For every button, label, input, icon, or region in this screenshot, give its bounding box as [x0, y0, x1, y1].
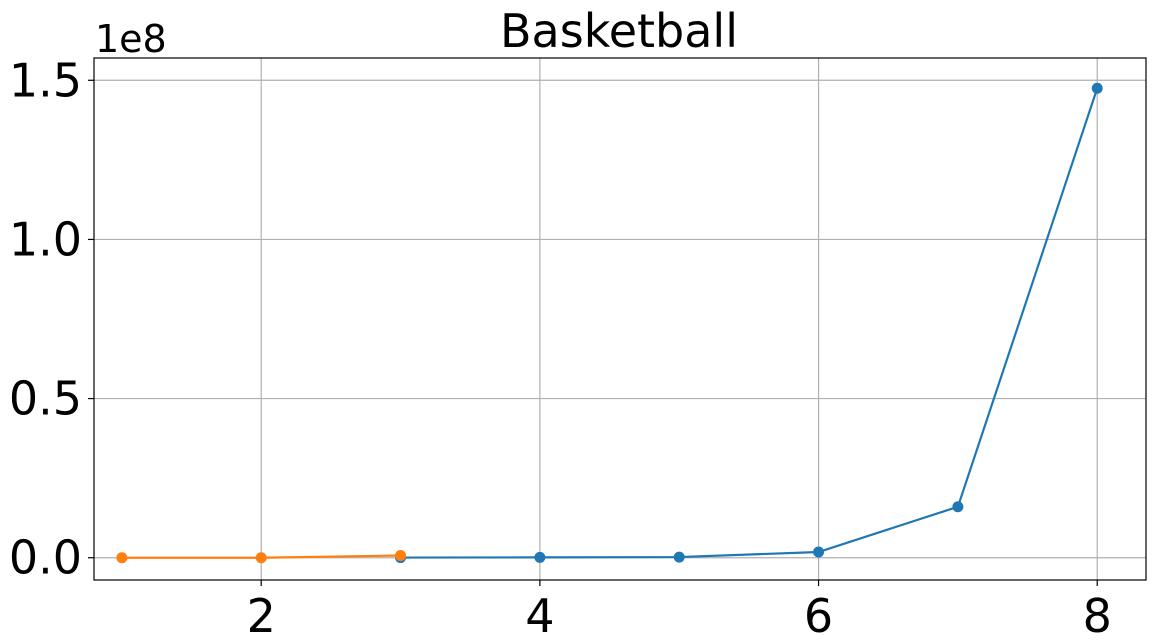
series-layer	[116, 82, 1103, 564]
x-tick-label: 2	[247, 589, 276, 640]
plot-frame	[93, 57, 1147, 581]
data-point-series-2	[116, 552, 128, 564]
series-line-1	[400, 87, 1099, 559]
x-tick-label: 6	[804, 589, 833, 640]
x-tick-label: 8	[1083, 589, 1112, 640]
grid	[94, 58, 1146, 580]
data-point-series-1	[673, 551, 685, 563]
y-tick-label: 0.5	[9, 372, 82, 426]
y-tick-label: 1.0	[9, 212, 82, 266]
data-point-series-2	[395, 549, 407, 561]
data-point-series-1	[952, 501, 964, 513]
data-point-series-1	[813, 546, 825, 558]
y-tick-label: 1.5	[9, 53, 82, 107]
y-tick-label: 0.0	[9, 531, 82, 585]
y-offset-label: 1e8	[95, 17, 167, 61]
tick-layer: 2 4 6 8 0.0 0.5 1.0 1.5	[9, 53, 1112, 640]
data-point-series-1	[534, 551, 546, 563]
data-point-series-1	[1091, 82, 1103, 94]
x-tick-label: 4	[525, 589, 554, 640]
chart-title: Basketball	[500, 4, 738, 58]
data-point-series-2	[255, 552, 267, 564]
